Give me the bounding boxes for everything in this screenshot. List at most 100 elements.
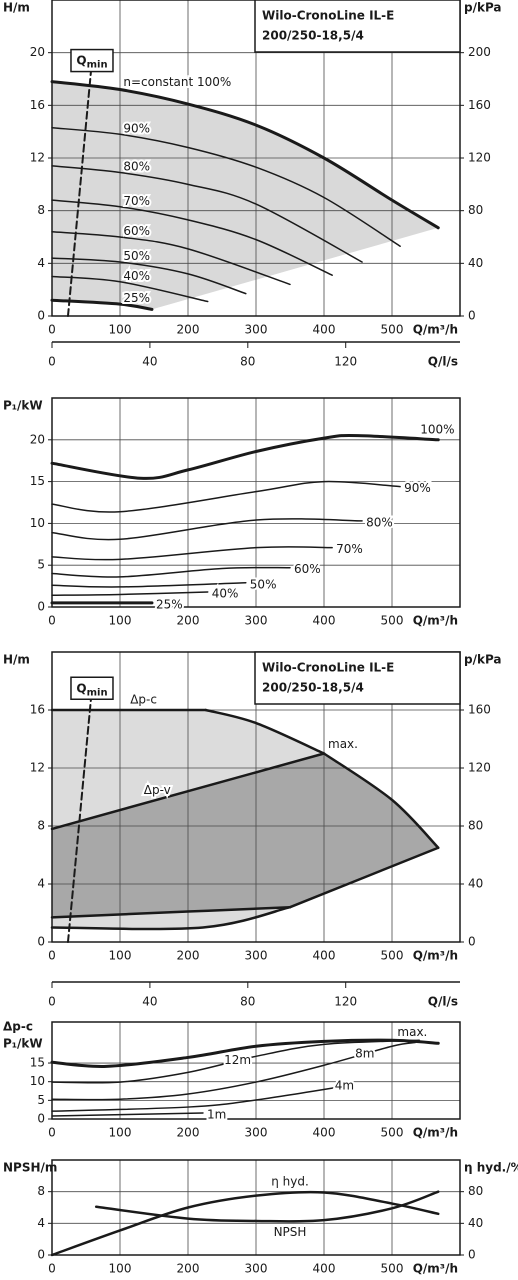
curve <box>50 298 154 311</box>
y-tick-label: 0 <box>37 1112 45 1126</box>
y2-axis-label: η hyd./% <box>464 1161 518 1175</box>
y-tick-label: 20 <box>30 45 45 59</box>
x-tick-label: 400 <box>313 323 336 337</box>
chart-subtitle: 200/250-18,5/4 <box>262 681 364 695</box>
curve-label: Δp-v <box>144 783 171 797</box>
x-tick-label: 300 <box>245 614 268 628</box>
x-tick-label: 200 <box>177 949 200 963</box>
y-tick-label: 0 <box>37 600 45 614</box>
x2-tick-label: 40 <box>142 995 157 1009</box>
curve <box>51 546 333 561</box>
x2-axis-label: Q/l/s <box>428 355 458 369</box>
curve-label: 4m <box>335 1079 354 1093</box>
curve <box>51 518 363 541</box>
y-tick-label: 0 <box>37 309 45 323</box>
y-tick-label: 10 <box>30 1074 45 1088</box>
y2-tick-label: 120 <box>468 761 491 775</box>
x-tick-label: 100 <box>109 1126 132 1140</box>
plot-frame <box>51 1021 461 1120</box>
x-axis-label: Q/m³/h <box>413 323 458 337</box>
qmin-q: Q <box>76 681 86 695</box>
curve-label: 40% <box>123 269 150 283</box>
plot-frame <box>51 397 461 608</box>
curve <box>51 582 247 588</box>
curve <box>204 708 326 755</box>
curve-label: 12m <box>224 1053 251 1067</box>
qmin-sub: min <box>87 60 108 71</box>
y-tick-label: 16 <box>30 703 45 717</box>
x-tick-label: 100 <box>109 1262 132 1276</box>
curve <box>50 905 292 919</box>
qmin-sub: min <box>87 687 108 698</box>
x2-tick-label: 0 <box>48 995 56 1009</box>
curve <box>51 1039 420 1084</box>
curve-label: 90% <box>123 121 150 135</box>
y-tick-label: 4 <box>37 256 45 270</box>
curve-label: 100% <box>420 422 454 436</box>
x-tick-label: 100 <box>109 614 132 628</box>
curve-label: 70% <box>123 194 150 208</box>
qmin-label: Qmin <box>76 53 107 71</box>
curve-label: 25% <box>156 597 183 611</box>
x-tick-label: 500 <box>381 949 404 963</box>
y2-tick-label: 40 <box>468 1216 483 1230</box>
curve <box>50 80 440 230</box>
y-tick-label: 8 <box>37 819 45 833</box>
y2-tick-label: 40 <box>468 877 483 891</box>
curve-label: 8m <box>355 1046 374 1060</box>
y2-tick-label: 160 <box>468 98 491 112</box>
curve <box>66 59 93 317</box>
x-tick-label: 500 <box>381 1262 404 1276</box>
x-tick-label: 300 <box>245 1126 268 1140</box>
curve <box>51 126 401 247</box>
y-tick-label: 20 <box>30 432 45 446</box>
y-axis-label: NPSH/m <box>3 1161 57 1175</box>
curve <box>322 752 440 849</box>
y2-tick-label: 160 <box>468 703 491 717</box>
curve-label: 70% <box>336 542 363 556</box>
title-box <box>254 0 461 53</box>
y2-tick-label: 80 <box>468 819 483 833</box>
y2-tick-label: 80 <box>468 1184 483 1198</box>
x-tick-label: 400 <box>313 1262 336 1276</box>
y-tick-label: 0 <box>37 1248 45 1262</box>
y2-axis-label: p/kPa <box>464 1 502 15</box>
curve-label: Δp-c <box>130 693 157 707</box>
y2-axis-label: p/kPa <box>464 653 502 667</box>
y-axis-label: H/m <box>3 1 30 15</box>
y-tick-label: 4 <box>37 1216 45 1230</box>
curve <box>50 752 326 831</box>
curve-label: 90% <box>404 481 431 495</box>
operating-range <box>52 753 439 918</box>
curve-label: 1m <box>207 1108 226 1122</box>
x-tick-label: 500 <box>381 323 404 337</box>
y-tick-label: 5 <box>37 1093 45 1107</box>
x2-tick-label: 120 <box>334 355 357 369</box>
y2-tick-label: 40 <box>468 256 483 270</box>
x-axis-label: Q/m³/h <box>413 949 458 963</box>
y-tick-label: 12 <box>30 761 45 775</box>
y-tick-label: 10 <box>30 516 45 530</box>
curve <box>51 165 363 263</box>
x2-tick-label: 80 <box>240 995 255 1009</box>
title-box <box>254 651 461 705</box>
curve <box>50 1038 440 1068</box>
x-tick-label: 0 <box>48 614 56 628</box>
curve <box>94 1190 440 1223</box>
plot-frame <box>51 0 461 317</box>
plot-frame <box>51 1159 461 1256</box>
curve <box>66 687 93 943</box>
x2-tick-label: 40 <box>142 355 157 369</box>
chart-title: Wilo-CronoLine IL-E <box>262 661 394 675</box>
operating-range <box>52 81 439 310</box>
y-axis-label: P₁/kW <box>3 399 43 413</box>
qmin-box <box>70 676 114 700</box>
chart-title: Wilo-CronoLine IL-E <box>262 9 394 23</box>
y2-tick-label: 120 <box>468 151 491 165</box>
x-tick-label: 500 <box>381 614 404 628</box>
curve <box>50 434 440 480</box>
x-tick-label: 200 <box>177 323 200 337</box>
y-axis-label: P₁/kW <box>3 1037 43 1051</box>
curve <box>51 257 247 295</box>
